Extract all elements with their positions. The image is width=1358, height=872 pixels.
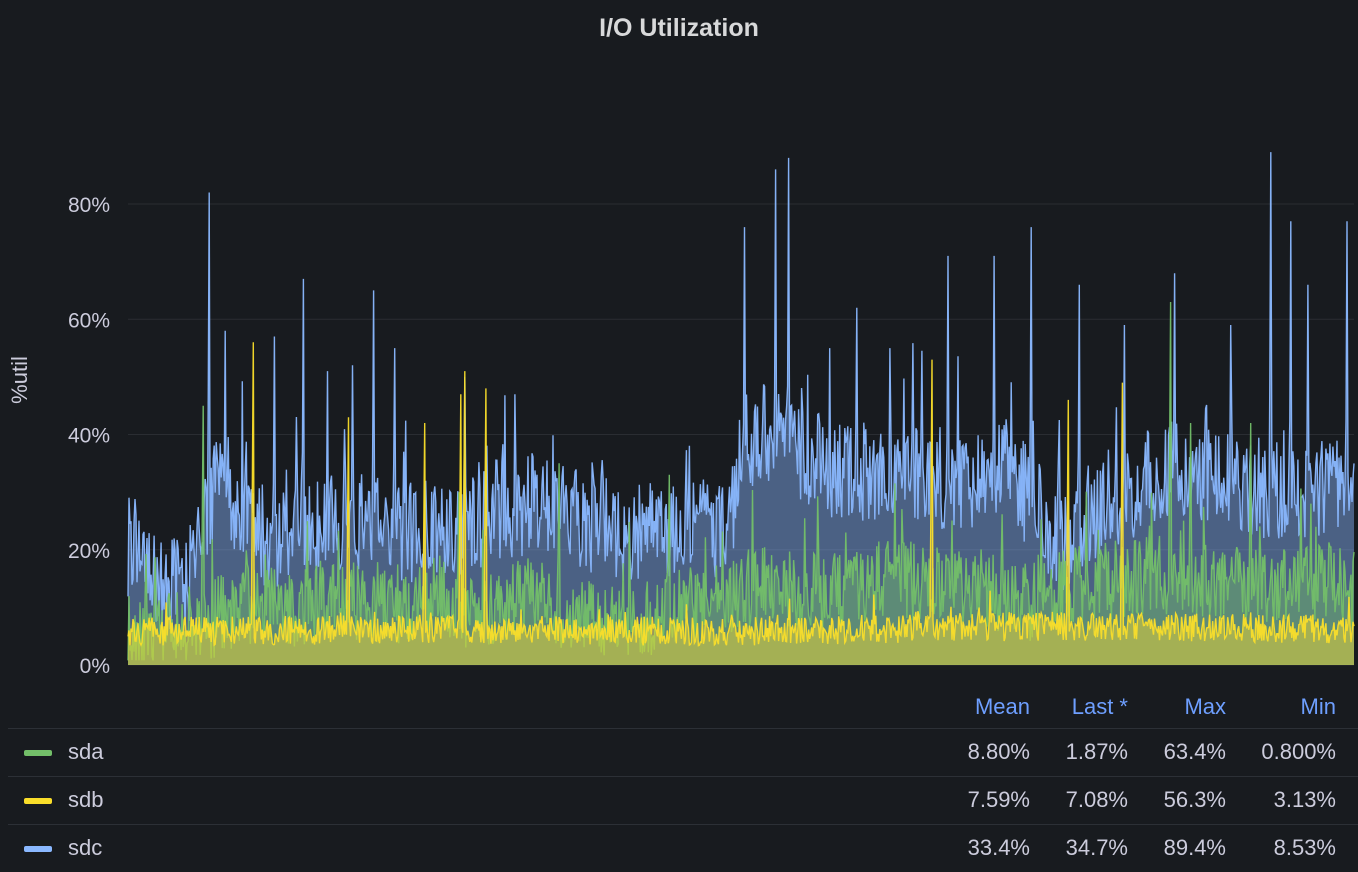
sdc-color-swatch[interactable] bbox=[24, 846, 52, 852]
legend-col-last[interactable]: Last * bbox=[1071, 694, 1128, 719]
legend-col-max[interactable]: Max bbox=[1184, 694, 1226, 719]
y-tick-label: 0% bbox=[80, 655, 110, 678]
sda-series-line[interactable] bbox=[127, 301, 1355, 661]
legend-header: Mean Last * Max Min bbox=[8, 682, 1358, 729]
legend-last-value: 34.7% bbox=[1065, 835, 1128, 860]
legend-row-sda[interactable]: sda 8.80% 1.87% 63.4% 0.800% bbox=[8, 729, 1358, 777]
legend-row-sdc[interactable]: sdc 33.4% 34.7% 89.4% 8.53% bbox=[8, 825, 1358, 872]
io-utilization-chart: 0% 20% 40% 60% 80% %util bbox=[7, 152, 1355, 678]
legend-min-value: 3.13% bbox=[1273, 787, 1336, 812]
legend-max-value: 89.4% bbox=[1163, 835, 1226, 860]
y-tick-label: 40% bbox=[68, 425, 110, 448]
legend-max-value: 63.4% bbox=[1163, 739, 1226, 764]
y-axis-label: %util bbox=[7, 356, 32, 404]
sdc-series-line[interactable] bbox=[127, 152, 1355, 630]
legend-min-value: 0.800% bbox=[1261, 739, 1336, 764]
legend-mean-value: 33.4% bbox=[967, 835, 1030, 860]
legend-max-value: 56.3% bbox=[1163, 787, 1226, 812]
legend-series-name[interactable]: sdb bbox=[68, 787, 104, 812]
legend-mean-value: 8.80% bbox=[967, 739, 1030, 764]
legend-mean-value: 7.59% bbox=[967, 787, 1030, 812]
legend-table: Mean Last * Max Min sda 8.80% 1.87% 63.4… bbox=[8, 682, 1358, 872]
sda-color-swatch[interactable] bbox=[24, 750, 52, 756]
legend-min-value: 8.53% bbox=[1273, 835, 1336, 860]
y-tick-label: 80% bbox=[68, 194, 110, 217]
legend-col-min[interactable]: Min bbox=[1300, 694, 1336, 719]
panel-title[interactable]: I/O Utilization bbox=[599, 14, 759, 42]
legend-last-value: 7.08% bbox=[1065, 787, 1128, 812]
legend-series-name[interactable]: sda bbox=[68, 739, 104, 764]
sdb-series-line[interactable] bbox=[127, 342, 1355, 647]
legend-row-sdb[interactable]: sdb 7.59% 7.08% 56.3% 3.13% bbox=[8, 777, 1358, 825]
y-tick-label: 60% bbox=[68, 309, 110, 332]
legend-series-name[interactable]: sdc bbox=[68, 835, 103, 860]
y-tick-label: 20% bbox=[68, 540, 110, 563]
sdb-color-swatch[interactable] bbox=[24, 798, 52, 804]
legend-col-mean[interactable]: Mean bbox=[974, 694, 1030, 719]
legend-last-value: 1.87% bbox=[1065, 739, 1128, 764]
